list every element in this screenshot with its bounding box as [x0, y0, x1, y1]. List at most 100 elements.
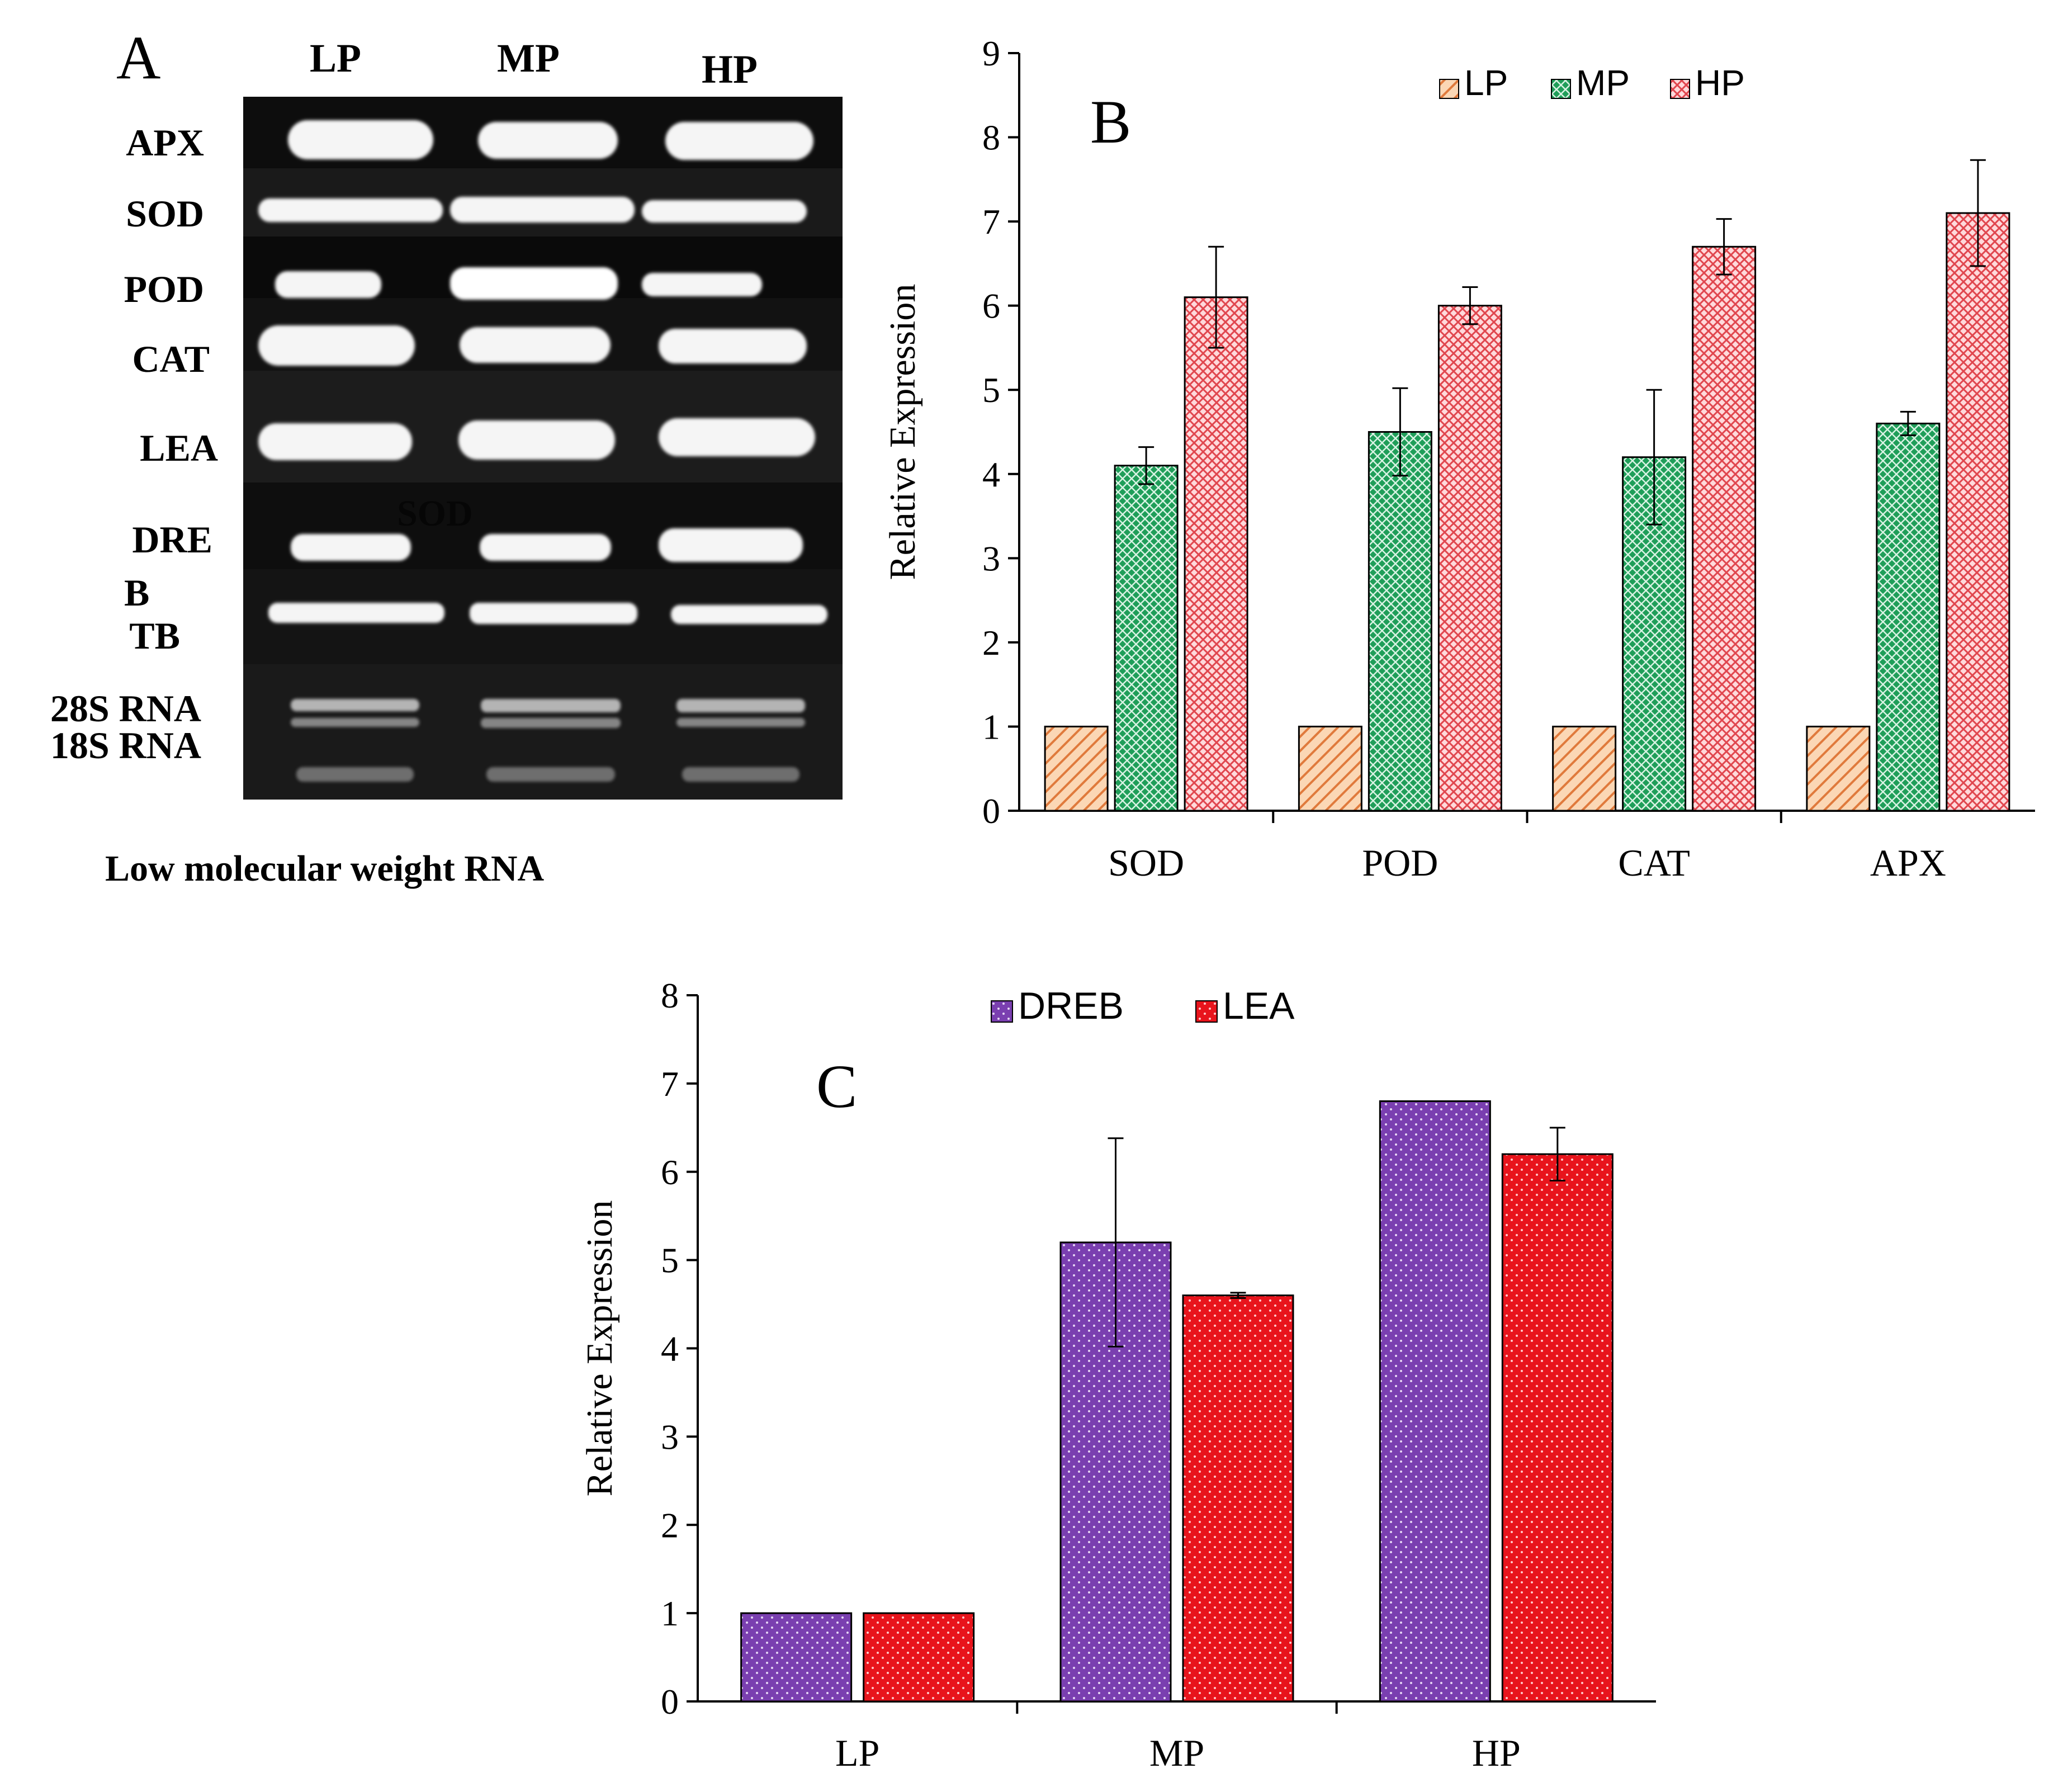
bar-mp-sod [1114, 465, 1179, 812]
legend-swatch-hp [1670, 79, 1690, 99]
gel-band [291, 534, 411, 561]
gel-row-label-cat: CAT [132, 338, 210, 380]
gel-band [682, 767, 799, 782]
gel-band [275, 271, 381, 298]
gel-band [642, 273, 762, 296]
bar-dreb-hp [1379, 1100, 1491, 1703]
x-tick-label: MP [1149, 1732, 1204, 1774]
bar-lp-pod [1298, 725, 1362, 812]
legend-label-lp: LP [1464, 63, 1508, 103]
bar-mp-apx [1876, 422, 1941, 812]
bar-lp-cat [1552, 725, 1617, 812]
gel-band [296, 767, 414, 782]
x-tick-label: SOD [1108, 841, 1184, 884]
legend-label-dreb: DREB [1018, 985, 1124, 1027]
gel-band [676, 718, 805, 727]
legend-swatch-mp [1551, 79, 1571, 99]
y-tick-label: 5 [982, 370, 1000, 410]
gel-lane-label-mp: MP [497, 36, 560, 81]
panel-letter: C [816, 1052, 857, 1120]
gel-band [481, 718, 621, 728]
y-tick-label: 2 [661, 1505, 679, 1545]
x-tick-label: CAT [1618, 841, 1690, 884]
y-tick-label: 3 [661, 1417, 679, 1457]
gel-overlay-text: SOD [397, 493, 473, 534]
gel-row-label-b: B [124, 571, 149, 614]
gel-panel-letter: A [116, 23, 160, 92]
chart-b: 0 1 2 3 4 5 6 7 8 9 Relative Expression B SOD POD CAT A… [882, 34, 2035, 884]
gel-band [470, 603, 637, 624]
bar-lea-lp [863, 1612, 975, 1703]
gel-lane-label-lp: LP [310, 36, 361, 81]
y-tick-label: 2 [982, 623, 1000, 663]
gel-band [450, 197, 635, 223]
bar-lp-sod [1044, 725, 1109, 812]
y-tick-label: 4 [661, 1329, 679, 1369]
gel-band [288, 120, 433, 159]
gel-row-label-18s: 18S RNA [50, 724, 201, 767]
panel-letter: B [1090, 88, 1131, 156]
gel-band [481, 699, 621, 712]
bar-mp-pod [1368, 431, 1432, 812]
bar-hp-apx [1946, 212, 2010, 812]
legend-label-hp: HP [1695, 63, 1745, 103]
y-tick-label: 8 [982, 118, 1000, 158]
y-tick-label: 3 [982, 538, 1000, 578]
gel-band [258, 325, 415, 366]
gel-row-label-apx: APX [126, 121, 204, 164]
gel-panel: A LP MP HP [50, 23, 843, 889]
gel-band [478, 122, 618, 159]
chart-c: 0 1 2 3 4 5 6 7 8 Relative Expression C LP MP HP DREB L… [579, 976, 1656, 1774]
bar-lea-mp [1182, 1294, 1294, 1703]
y-tick-label: 0 [661, 1682, 679, 1722]
gel-band [659, 418, 815, 456]
gel-band [291, 718, 419, 727]
gel-band [676, 699, 805, 712]
y-axis-label: Relative Expression [882, 284, 923, 580]
gel-band [659, 329, 807, 363]
legend-label-mp: MP [1576, 63, 1630, 103]
y-tick-label: 7 [982, 202, 1000, 242]
bar-hp-cat [1692, 245, 1757, 812]
gel-band [291, 699, 419, 711]
y-tick-label: 4 [982, 455, 1000, 494]
gel-row-label-sod: SOD [126, 192, 204, 235]
bar-hp-sod [1184, 296, 1248, 812]
gel-band [665, 122, 813, 160]
gel-row-label-pod: POD [124, 268, 204, 310]
gel-band [480, 534, 611, 561]
gel-band [659, 528, 803, 562]
gel-bands [258, 120, 827, 624]
legend-swatch-dreb [991, 1000, 1013, 1023]
x-tick-label: LP [835, 1732, 879, 1774]
legend-swatch-lea [1195, 1000, 1218, 1023]
gel-caption: Low molecular weight RNA [105, 848, 545, 889]
y-tick-label: 8 [661, 976, 679, 1015]
x-tick-label: APX [1870, 841, 1946, 884]
y-axis-label: Relative Expression [579, 1200, 620, 1497]
x-tick-label: HP [1472, 1732, 1521, 1774]
y-tick-label: 1 [982, 707, 1000, 746]
gel-band [486, 767, 615, 782]
gel-band [268, 603, 444, 623]
gel-band [458, 420, 615, 460]
y-tick-label: 6 [982, 286, 1000, 326]
gel-lane-label-hp: HP [702, 47, 758, 92]
legend-swatch-lp [1439, 79, 1459, 99]
bar-lea-hp [1501, 1153, 1614, 1703]
y-tick-label: 5 [661, 1241, 679, 1280]
gel-row-label-lea: LEA [140, 427, 218, 469]
gel-rna-bands [291, 699, 805, 782]
y-tick-label: 6 [661, 1152, 679, 1192]
gel-band [671, 605, 827, 624]
y-tick-label: 0 [982, 791, 1000, 831]
gel-band [450, 267, 618, 300]
gel-band [258, 423, 412, 460]
gel-row-label-dre: DRE [132, 518, 212, 561]
gel-row-label-28s: 28S RNA [50, 687, 201, 730]
y-tick-label: 9 [982, 34, 1000, 73]
y-tick-label: 1 [661, 1594, 679, 1633]
y-tick-label: 7 [661, 1064, 679, 1104]
gel-row-label-tb: TB [129, 614, 180, 657]
